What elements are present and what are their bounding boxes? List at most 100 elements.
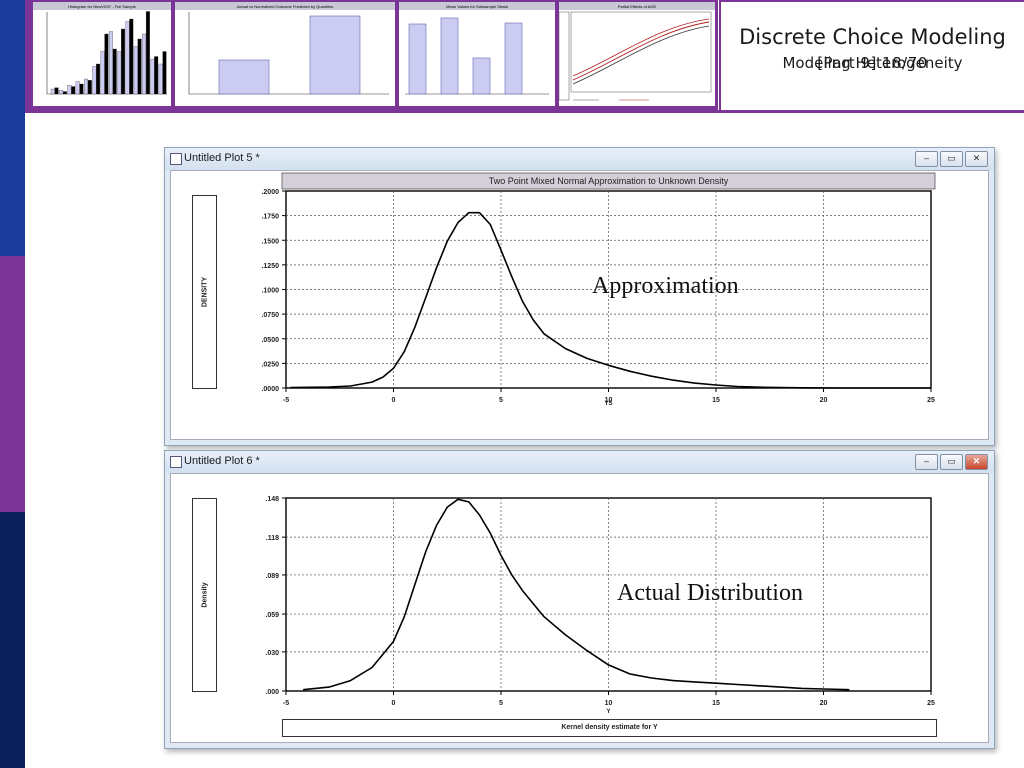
histogram-bar [108, 31, 113, 95]
histogram-bar [158, 63, 163, 95]
histogram-bar [137, 38, 142, 95]
minimize-button[interactable]: – [915, 151, 938, 167]
x-tick-label: 15 [712, 397, 720, 404]
histogram-bar [142, 33, 147, 95]
svg-text:Actual vs Normalized Outcome P: Actual vs Normalized Outcome Predicted b… [237, 4, 333, 9]
svg-text:Partial Effects of AGE: Partial Effects of AGE [618, 4, 657, 9]
y-tick-label: .0500 [261, 337, 279, 344]
plot5-ylabel-box: DENSITY [192, 195, 217, 389]
thumbnail-strip: Histogram for NewVISIT - Full Sample Act… [25, 0, 718, 110]
actual-distribution-label: Actual Distribution [617, 580, 803, 606]
chart-title: Two Point Mixed Normal Approximation to … [489, 176, 729, 186]
slide-part-number: [Part 9] 18/70 [817, 54, 928, 72]
histogram-bar [117, 51, 122, 95]
y-tick-label: .1250 [261, 263, 279, 270]
y-tick-label: .0250 [261, 361, 279, 368]
y-tick-label: .030 [265, 650, 279, 657]
slide-title-box: Discrete Choice Modeling [Part 9] 18/70 … [719, 0, 1024, 112]
plot6-chart: -5 0 5 10 15 20 25 .000 .030 .059 .089 .118 .148 Y [265, 496, 935, 715]
x-tick-label: 15 [712, 700, 720, 707]
x-tick-label: 5 [499, 700, 503, 707]
plot5-titlebar[interactable]: Untitled Plot 5 * – ▭ ✕ [165, 148, 994, 170]
x-tick-label: 20 [820, 700, 828, 707]
histogram-bar [112, 48, 117, 95]
y-tick-label: .089 [265, 573, 279, 580]
histogram-bar [50, 88, 55, 95]
y-tick-label: .000 [265, 689, 279, 696]
plot6-window-controls: – ▭ ✕ [915, 454, 988, 470]
plot6-footer-label: Kernel density estimate for Y [282, 719, 937, 737]
histogram-thumb-graphic: Histogram for NewVISIT - Full Sample [33, 2, 171, 95]
histogram-bar [125, 21, 130, 95]
x-axis-label: Y [606, 709, 610, 715]
histogram-bar [121, 28, 125, 95]
bar-thumb-graphic: Actual vs Normalized Outcome Predicted b… [175, 2, 395, 95]
slide-subtitle: [Part 9] 18/70 Modeling Heterogeneity [721, 54, 1024, 74]
histogram-bar [100, 51, 105, 95]
x-tick-label: -5 [283, 397, 289, 404]
y-tick-label: .2000 [261, 189, 279, 196]
close-button[interactable]: ✕ [965, 151, 988, 167]
x-tick-label: 25 [927, 700, 935, 707]
plot6-window[interactable]: Untitled Plot 6 * – ▭ ✕ Density -5 0 5 10 15… [164, 450, 995, 749]
histogram-bar [92, 66, 97, 95]
x-axis-label: YS [604, 401, 612, 407]
close-button[interactable]: ✕ [965, 454, 988, 470]
minimize-button[interactable]: – [915, 454, 938, 470]
y-tick-label: .1500 [261, 238, 279, 245]
density-curve [290, 211, 931, 389]
y-tick-label: .0000 [261, 386, 279, 393]
histogram-bar [75, 81, 80, 95]
histogram-bar [104, 33, 109, 95]
histogram-bar [62, 91, 67, 95]
histogram-bar [162, 51, 167, 95]
restore-button[interactable]: ▭ [940, 151, 963, 167]
plot6-titlebar[interactable]: Untitled Plot 6 * – ▭ ✕ [165, 451, 994, 473]
plot5-window-controls: – ▭ ✕ [915, 151, 988, 167]
plot6-client-area: Density -5 0 5 10 15 20 25 .000 .030 .059 .089 .118… [170, 473, 989, 743]
thumbnail-histogram: Histogram for NewVISIT - Full Sample [33, 2, 171, 106]
plot5-window[interactable]: Untitled Plot 5 * – ▭ ✕ DENSITY Two Poin… [164, 147, 995, 446]
svg-text:Histogram for NewVISIT - Full: Histogram for NewVISIT - Full Sample [68, 4, 136, 9]
y-tick-label: .148 [265, 496, 279, 503]
x-tick-label: 25 [927, 397, 935, 404]
x-tick-label: 5 [499, 397, 503, 404]
histogram-bar [67, 85, 72, 95]
density-curve [303, 498, 850, 691]
thumbnail-bar-chart: Actual vs Normalized Outcome Predicted b… [175, 2, 395, 106]
x-tick-label: -5 [283, 700, 289, 707]
y-tick-label: .118 [266, 535, 279, 542]
x-tick-label: 10 [605, 397, 613, 404]
histogram-bar [84, 78, 88, 95]
histogram-bar [59, 90, 64, 95]
y-tick-label: .0750 [261, 312, 279, 319]
plot6-window-title: Untitled Plot 6 * [184, 455, 260, 467]
histogram-bar [133, 46, 138, 95]
histogram-bar [154, 56, 159, 95]
x-tick-label: 20 [820, 397, 828, 404]
y-tick-label: .1000 [261, 288, 279, 295]
partial-effects-thumb-graphic: Partial Effects of AGE [559, 2, 715, 101]
slide-topic: Modeling Heterogeneity [782, 54, 963, 72]
header-divider [25, 110, 1024, 113]
histogram-bar [54, 87, 59, 95]
plot6-ylabel-box: Density [192, 498, 217, 692]
histogram-bar [145, 11, 150, 95]
plot5-chart: Two Point Mixed Normal Approximation to … [261, 172, 936, 407]
x-tick-label: 10 [605, 700, 613, 707]
histogram-bar [129, 18, 134, 95]
histogram-bar [150, 58, 155, 95]
histogram-bar [96, 63, 101, 95]
plot-window-icon [170, 153, 182, 165]
restore-button[interactable]: ▭ [940, 454, 963, 470]
chart-title-bar [281, 172, 936, 190]
left-stripe-bottom [0, 512, 25, 768]
histogram-bar [71, 86, 76, 95]
x-tick-label: 0 [392, 700, 396, 707]
thumbnail-means: Mean Values for Subsample Strata [399, 2, 555, 106]
approximation-label: Approximation [592, 273, 739, 299]
histogram-bar [79, 83, 84, 95]
plot5-client-area: DENSITY Two Point Mixed Normal Approxima… [170, 170, 989, 440]
y-tick-label: .059 [265, 612, 279, 619]
slide-title: Discrete Choice Modeling [739, 25, 1006, 49]
